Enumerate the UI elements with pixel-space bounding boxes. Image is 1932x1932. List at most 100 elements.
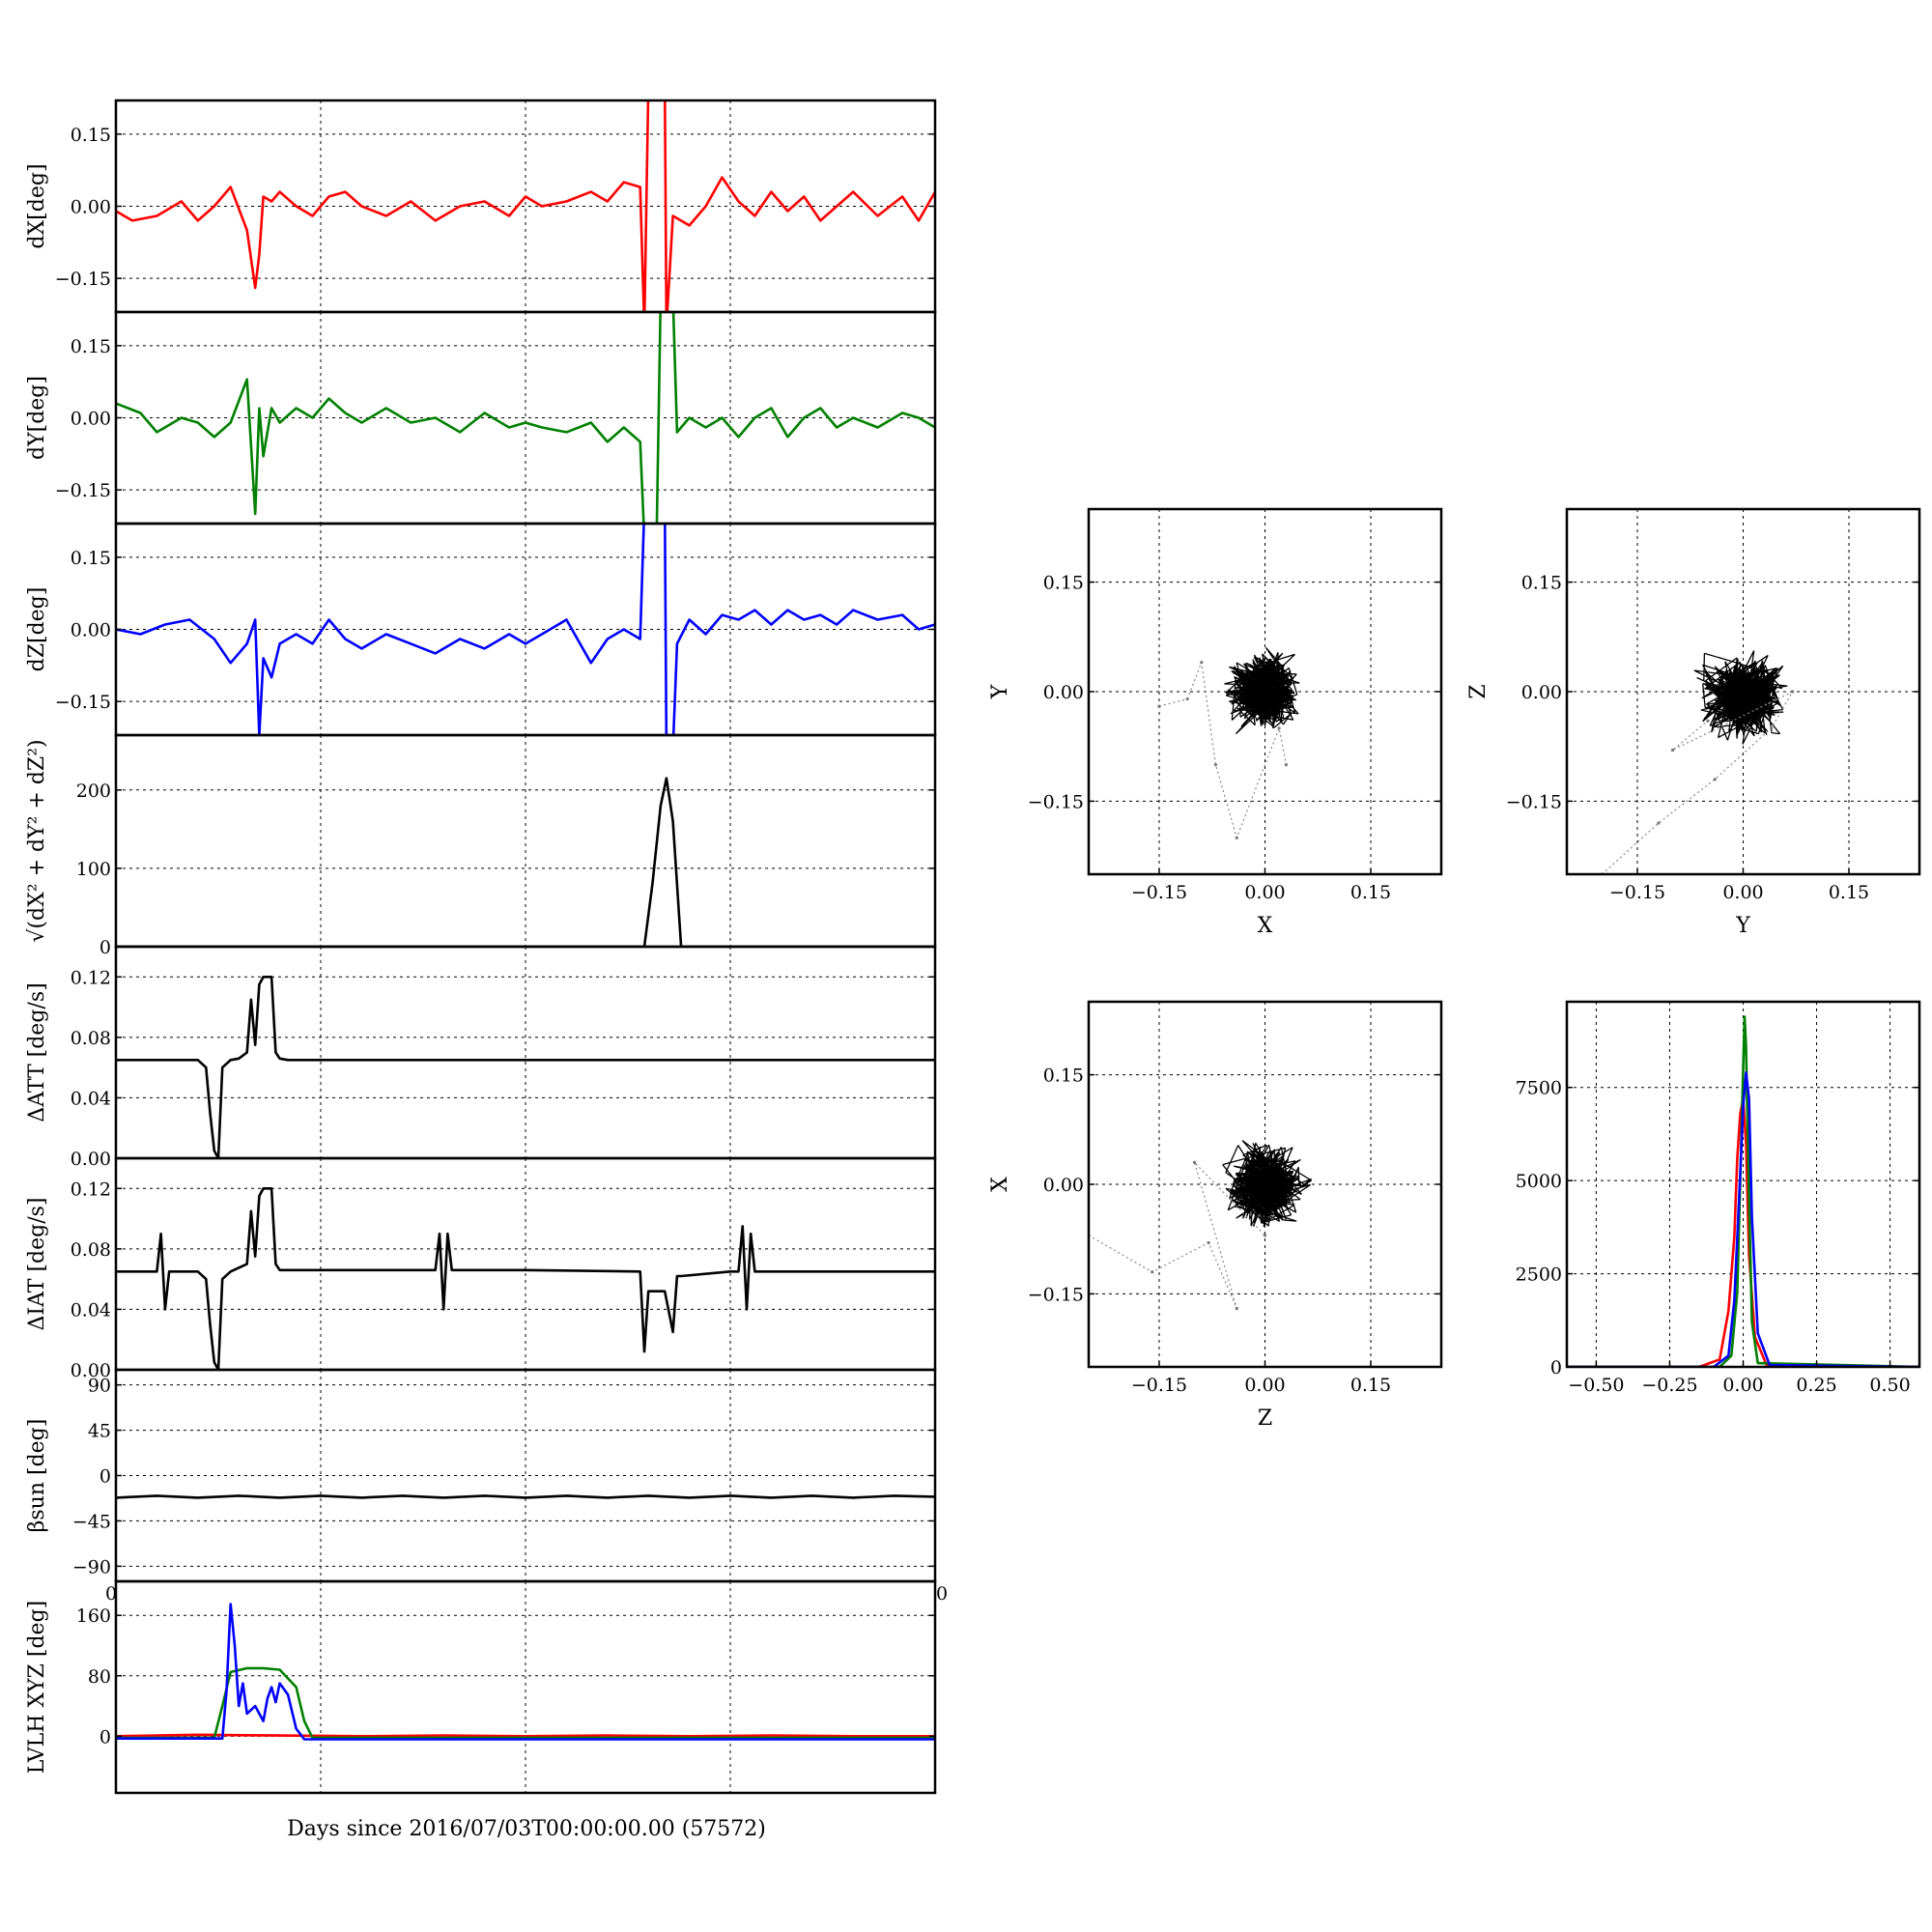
series-line-0 (116, 1494, 935, 1499)
y-tick-label: 45 (88, 1421, 111, 1442)
y-tick-label: 200 (76, 781, 111, 802)
y-tick-label: 0.08 (71, 1239, 111, 1261)
edge-tick-right: 0 (936, 1583, 948, 1605)
y-tick-label: 0.12 (71, 967, 111, 988)
y-tick-label: 0.00 (71, 1360, 111, 1381)
marks (116, 975, 935, 1158)
scatter-point (1670, 748, 1675, 753)
scatter-point (1207, 1240, 1210, 1245)
marks (1567, 1015, 1919, 1367)
x-tick-label: 0.00 (1244, 1375, 1285, 1396)
series-line-0 (116, 1187, 935, 1370)
marks (116, 1187, 935, 1370)
marks (116, 1494, 935, 1499)
series-line-1 (116, 1666, 935, 1740)
marks (116, 100, 935, 312)
chart-panel-7: 160 80 0 LVLH XYZ [deg] (25, 1579, 937, 1795)
y-tick-label: 0.00 (1521, 682, 1562, 703)
y-tick-label: 0.04 (71, 1299, 111, 1321)
y-axis-label: ΔIAT [deg/s] (25, 1198, 49, 1331)
axes-frame (114, 733, 937, 949)
y-axis-label: Y (988, 684, 1012, 699)
y-tick-label: 0 (99, 1466, 111, 1488)
y-tick-label: 0 (1550, 1357, 1562, 1378)
scatter-point (1235, 836, 1238, 839)
chart-panel-11: 7500 5000 2500 0 −0.50 −0.25 0.00 0.25 0.50 (1516, 1000, 1921, 1396)
y-tick-label: 7500 (1516, 1078, 1562, 1099)
y-tick-label: 0.00 (1043, 1175, 1084, 1196)
scatter-point (1791, 690, 1795, 694)
scatter-point (1185, 696, 1189, 701)
x-tick-label: 0.00 (1722, 1375, 1763, 1396)
scatter-point (1770, 726, 1774, 730)
y-tick-label: −90 (72, 1556, 111, 1577)
y-tick-label: 0.08 (71, 1028, 111, 1049)
scatter-point (1235, 1306, 1238, 1311)
x-tick-label: 0.00 (1722, 882, 1763, 903)
x-tick-label: 0.15 (1829, 882, 1869, 903)
marks (116, 1603, 935, 1741)
x-tick-label: −0.15 (1131, 1375, 1187, 1396)
scatter-point (1277, 726, 1281, 730)
axes-frame (114, 1579, 937, 1795)
series-line-0 (116, 1733, 935, 1738)
scatter-point (1192, 1160, 1197, 1164)
chart-panel-5: 0.12 0.08 0.04 0.00 ΔIAT [deg/s] (25, 1156, 937, 1381)
y-tick-label: 90 (88, 1376, 111, 1397)
chart-panel-6: 90 45 0 −45 −90 βsun [deg] (25, 1368, 937, 1583)
scatter-point (1284, 763, 1288, 767)
y-tick-label: 0.00 (71, 1149, 111, 1170)
axes-frame (114, 1156, 937, 1372)
y-tick-label: 2500 (1516, 1264, 1562, 1286)
y-tick-label: 0.00 (71, 197, 111, 218)
y-tick-label: 0 (99, 1726, 111, 1747)
y-tick-label: −0.15 (1506, 791, 1562, 812)
marks (1157, 646, 1300, 840)
y-tick-label: −0.15 (55, 269, 111, 290)
x-axis-label: X (1258, 914, 1273, 938)
x-tick-label: 0.00 (1244, 882, 1285, 903)
y-tick-label: −0.15 (55, 480, 111, 501)
chart-panel-0: 0.15 0.00 −0.15 dX[deg] (25, 99, 937, 314)
y-tick-label: 0.15 (1043, 573, 1084, 594)
y-tick-label: 5000 (1516, 1171, 1562, 1192)
scatter-cluster (1224, 646, 1300, 735)
y-tick-label: 160 (76, 1605, 111, 1627)
y-tick-label: 0.00 (71, 409, 111, 430)
x-tick-label: −0.15 (1609, 882, 1665, 903)
y-axis-label: √(dX² + dY² + dZ²) (25, 739, 49, 942)
chart-panel-10: 0.15 0.00 −0.15 −0.15 0.00 0.15 X Z (988, 1000, 1443, 1431)
series-line-0 (116, 777, 935, 947)
y-tick-label: 0 (99, 937, 111, 958)
edge-tick-left: 0 (105, 1583, 117, 1605)
y-tick-label: −0.15 (1028, 1284, 1084, 1305)
chart-panel-1: 0.15 0.00 −0.15 dY[deg] (25, 310, 937, 526)
y-axis-label: X (988, 1177, 1012, 1192)
y-axis-label: dZ[deg] (25, 587, 49, 672)
marks (1600, 650, 1795, 874)
y-axis-label: βsun [deg] (25, 1419, 49, 1533)
x-tick-label: 0.15 (1350, 882, 1391, 903)
y-tick-label: 0.00 (71, 620, 111, 641)
y-axis-label: dX[deg] (25, 163, 49, 248)
y-tick-label: 0.12 (71, 1179, 111, 1200)
axes-frame (114, 945, 937, 1160)
series-line-0 (116, 975, 935, 1158)
y-axis-label: ΔATT [deg/s] (25, 982, 49, 1122)
scatter-point (1200, 661, 1204, 665)
chart-panel-3: 200 100 0 √(dX² + dY² + dZ²) (25, 733, 937, 958)
x-axis-label: Y (1735, 914, 1750, 938)
marks (116, 312, 935, 524)
y-tick-label: −0.15 (55, 692, 111, 713)
chart-panel-9: 0.15 0.00 −0.15 −0.15 0.00 0.15 Z Y (1466, 507, 1921, 938)
series-line-1 (1567, 1015, 1919, 1367)
chart-panel-8: 0.15 0.00 −0.15 −0.15 0.00 0.15 Y X (988, 507, 1443, 938)
y-tick-label: 0.15 (1043, 1065, 1084, 1087)
scatter-point (1151, 1270, 1154, 1274)
chart-panel-2: 0.15 0.00 −0.15 dZ[deg] (25, 522, 937, 737)
y-tick-label: 0.15 (71, 125, 111, 146)
marks (116, 524, 935, 735)
scatter-cluster (1693, 650, 1788, 745)
series-line-0 (116, 312, 935, 524)
